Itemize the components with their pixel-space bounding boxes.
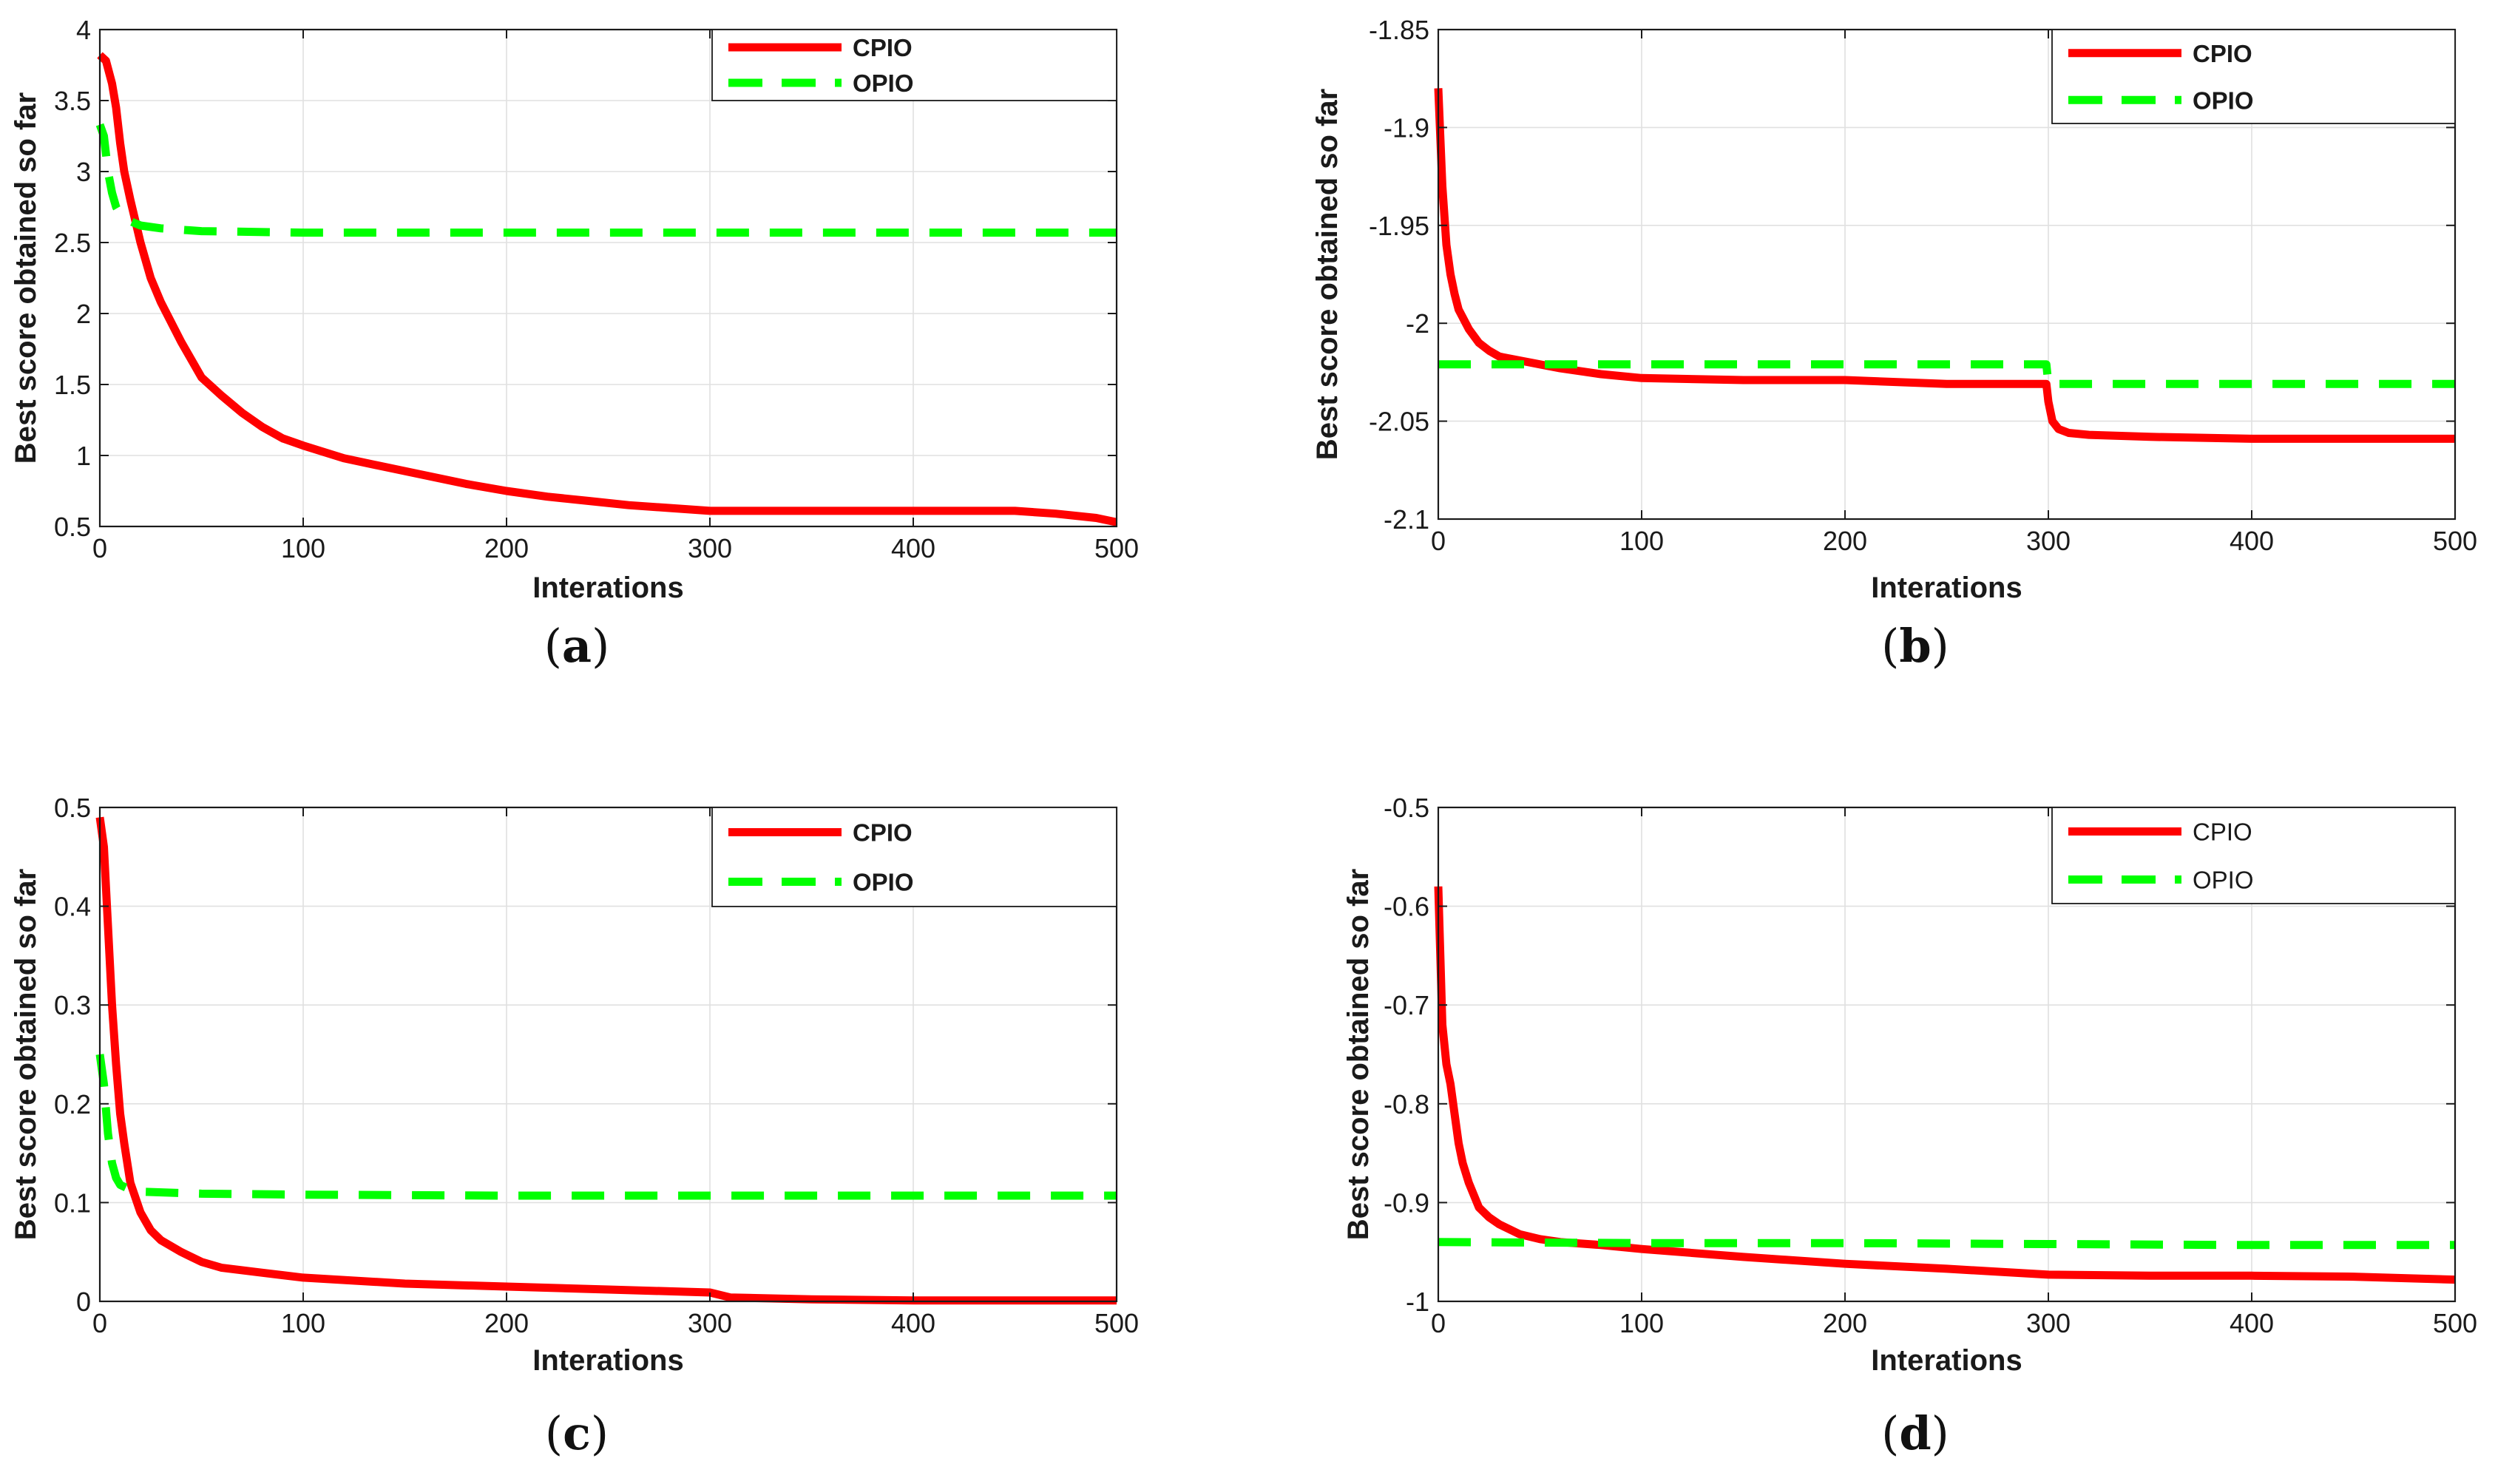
legend-label-opio: OPIO — [853, 70, 914, 97]
legend — [711, 29, 1117, 101]
x-axis-label: Interations — [532, 572, 683, 604]
y-axis-label: Best score obtained so far — [10, 869, 42, 1240]
panel-caption: (b) — [1881, 619, 1949, 673]
y-tick-label: 0.1 — [54, 1187, 91, 1218]
panel-caption: (c) — [545, 1406, 609, 1460]
series-line-cpio — [1434, 88, 2455, 443]
x-tick-label: 200 — [1823, 1308, 1867, 1338]
y-tick-label: 0.5 — [54, 512, 91, 542]
y-tick-label: 0 — [76, 1287, 91, 1317]
chart-b: 0 100 200 300 400 500 -2.1 -2.05 -2 -1.95 -1.9 -1.8… — [1311, 15, 2477, 673]
y-tick-label: 1.5 — [54, 370, 91, 400]
x-tick-label: 500 — [1094, 1308, 1139, 1338]
legend-label-cpio: CPIO — [853, 34, 913, 61]
x-tick-label: 0 — [92, 533, 107, 563]
legend — [2051, 807, 2456, 904]
x-axis-label: Interations — [532, 1344, 683, 1377]
y-tick-label: -1.85 — [1369, 15, 1429, 45]
x-tick-label: 300 — [688, 533, 732, 563]
legend-label-opio: OPIO — [853, 869, 914, 896]
x-tick-label: 0 — [92, 1308, 107, 1338]
axes-frame — [1437, 806, 2457, 1303]
plot-area — [100, 30, 1117, 526]
y-tick-label: 0.2 — [54, 1089, 91, 1119]
y-tick-label: -0.9 — [1384, 1187, 1429, 1218]
series-line-opio — [95, 123, 1117, 237]
x-tick-label: 300 — [2026, 526, 2071, 556]
x-tick-label: 500 — [2433, 526, 2477, 556]
y-tick-label: -2.05 — [1369, 407, 1429, 437]
y-tick-label: 1 — [76, 441, 91, 471]
y-axis-label: Best score obtained so far — [1311, 89, 1344, 460]
y-tick-label: -2.1 — [1384, 504, 1429, 535]
x-tick-label: 200 — [484, 533, 529, 563]
axes-frame — [98, 28, 1118, 528]
legend — [711, 807, 1117, 907]
y-tick-label: 2.5 — [54, 228, 91, 258]
series-line-opio — [1438, 360, 2455, 388]
y-tick-label: 3 — [76, 157, 91, 187]
y-tick-label: -0.6 — [1384, 892, 1429, 922]
axes-frame — [98, 806, 1118, 1303]
y-tick-label: 4 — [76, 15, 91, 45]
chart-d: 0 100 200 300 400 500 -1 -0.9 -0.8 -0.7 -0.6 -0.5 In… — [1342, 793, 2477, 1460]
x-tick-label: 200 — [484, 1308, 529, 1338]
x-tick-label: 200 — [1823, 526, 1867, 556]
chart-a: 0 100 200 300 400 500 0.5 1 1.5 2 2.5 3 3.5 4 Interati… — [10, 15, 1139, 673]
y-tick-label: 0.5 — [54, 793, 91, 823]
y-axis-label: Best score obtained so far — [1342, 869, 1375, 1240]
x-tick-label: 0 — [1431, 526, 1446, 556]
x-tick-label: 0 — [1431, 1308, 1446, 1338]
legend-label-opio: OPIO — [2193, 867, 2254, 894]
y-tick-label: -0.7 — [1384, 990, 1429, 1020]
series-line-cpio — [95, 816, 1117, 1305]
y-tick-label: -1.9 — [1384, 112, 1429, 143]
y-tick-label: -1 — [1406, 1287, 1429, 1317]
y-tick-label: 0.3 — [54, 990, 91, 1020]
x-tick-label: 400 — [2230, 1308, 2274, 1338]
x-tick-label: 500 — [2433, 1308, 2477, 1338]
axes-frame — [1437, 28, 2457, 521]
y-tick-label: -2 — [1406, 308, 1429, 339]
panel-caption: (a) — [544, 619, 610, 673]
legend-label-cpio: CPIO — [2193, 819, 2252, 846]
legend — [2051, 29, 2456, 124]
y-tick-label: 3.5 — [54, 86, 91, 116]
y-tick-label: -1.95 — [1369, 211, 1429, 241]
legend-label-cpio: CPIO — [2193, 40, 2252, 67]
x-tick-label: 500 — [1094, 533, 1139, 563]
legend-label-opio: OPIO — [2193, 87, 2254, 114]
panel-caption: (d) — [1881, 1406, 1949, 1460]
x-tick-label: 100 — [281, 1308, 325, 1338]
y-tick-label: 2 — [76, 299, 91, 329]
x-axis-label: Interations — [1871, 1344, 2022, 1377]
series-line-opio — [1438, 1238, 2455, 1250]
x-tick-label: 100 — [1619, 1308, 1664, 1338]
x-tick-label: 300 — [688, 1308, 732, 1338]
x-axis-label: Interations — [1871, 572, 2022, 604]
y-tick-label: 0.4 — [54, 892, 91, 922]
legend-label-cpio: CPIO — [853, 819, 913, 847]
y-tick-label: -0.8 — [1384, 1089, 1429, 1119]
x-tick-label: 400 — [2230, 526, 2274, 556]
series-line-opio — [95, 1054, 1117, 1200]
y-axis-label: Best score obtained so far — [10, 92, 42, 464]
y-tick-label: -0.5 — [1384, 793, 1429, 823]
series-line-cpio — [97, 52, 1118, 526]
x-tick-label: 100 — [1619, 526, 1664, 556]
series-line-cpio — [1434, 886, 2456, 1284]
x-tick-label: 300 — [2026, 1308, 2071, 1338]
chart-c: 0 100 200 300 400 500 0 0.1 0.2 0.3 0.4 0.5 Interati… — [10, 793, 1139, 1460]
x-tick-label: 400 — [891, 533, 935, 563]
x-tick-label: 100 — [281, 533, 325, 563]
x-tick-label: 400 — [891, 1308, 935, 1338]
